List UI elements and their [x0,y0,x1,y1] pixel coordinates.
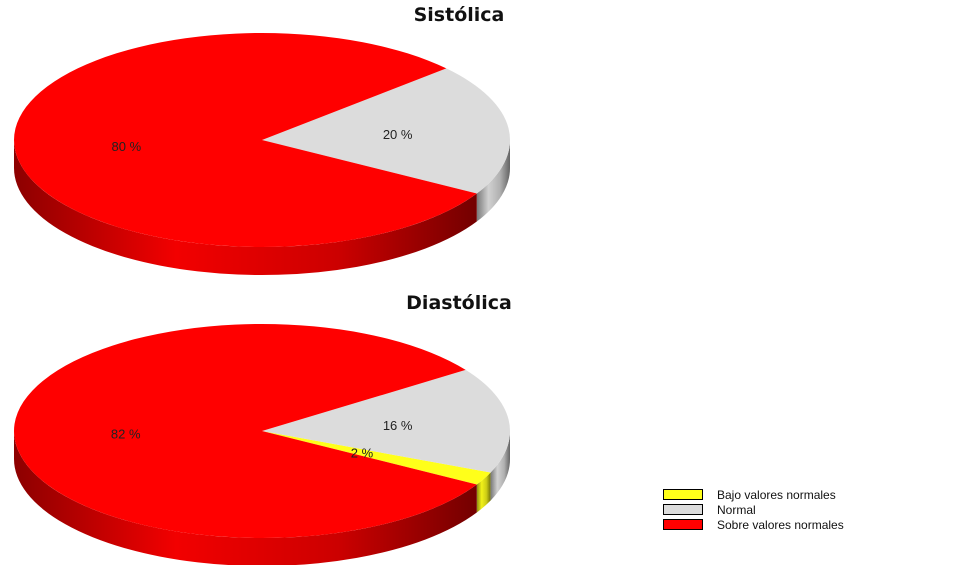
pie-slice-1-normal [262,369,511,473]
legend-label-bajo: Bajo valores normales [717,487,836,502]
pie-slice-1-bajo-valores-normales [262,431,491,485]
chart-title-sistolica: Sistólica [413,4,505,26]
chart-title-diastolica: Diastólica [406,292,512,314]
pie-slice-0-sobre-valores-normales [13,32,477,247]
legend-swatch-sobre [663,519,703,530]
pie-label-1-normal: 16 % [383,418,413,433]
pie-side-0-sobre-valores-normales [14,140,477,275]
pie-side-1-normal [490,431,510,501]
legend-swatch-bajo [663,489,703,500]
legend-item-sobre: Sobre valores normales [663,517,844,532]
pie-side-0-normal [476,140,510,222]
pie-label-1-sobre-valores-normales: 82 % [111,426,141,441]
pie-label-0-sobre-valores-normales: 80 % [112,139,142,154]
pie-side-1-sobre-valores-normales [14,431,477,565]
pie-label-1-bajo-valores-normales: 2 % [351,445,374,460]
legend-item-bajo: Bajo valores normales [663,487,844,502]
legend-swatch-normal [663,504,703,515]
pie-slice-1-sobre-valores-normales [13,324,477,538]
pie-label-0-normal: 20 % [383,127,413,142]
pie-side-1-bajo-valores-normales [476,472,491,513]
legend-label-sobre: Sobre valores normales [717,517,844,532]
legend: Bajo valores normales Normal Sobre valor… [663,487,844,532]
legend-item-normal: Normal [663,502,844,517]
pie-slice-0-normal [262,68,510,194]
legend-label-normal: Normal [717,502,756,517]
